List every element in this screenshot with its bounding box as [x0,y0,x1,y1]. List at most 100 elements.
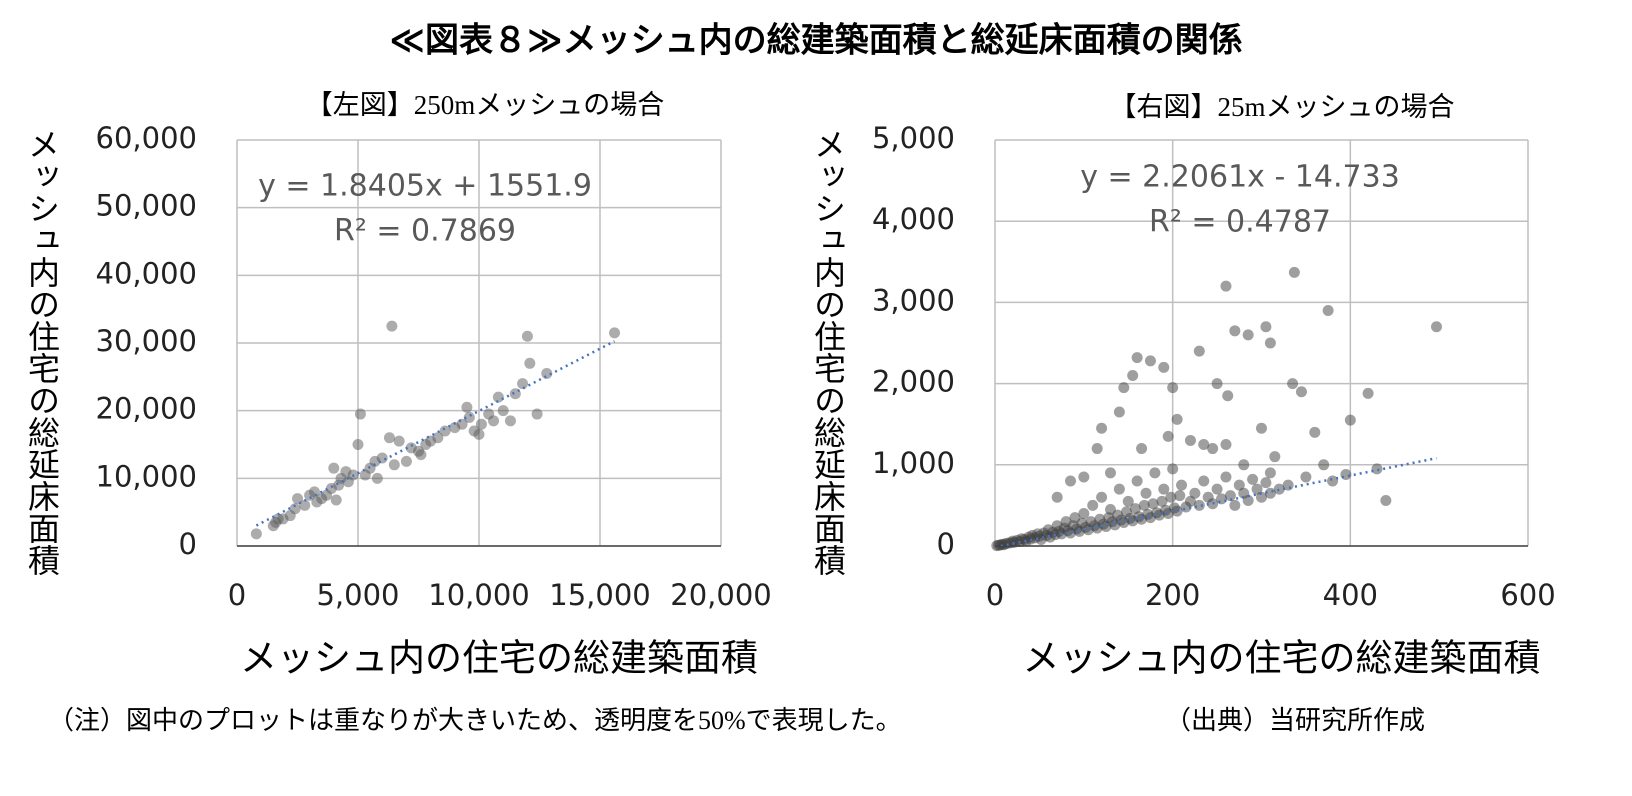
point [1273,483,1285,495]
x-tick-label: 400 [1323,578,1378,612]
point [463,411,475,423]
point [1371,463,1383,475]
point [1140,487,1152,499]
y-tick-label: 3,000 [872,283,955,317]
point [1322,305,1334,317]
point [1264,337,1276,349]
annotation: y = 2.2061x - 14.733 [1080,160,1400,195]
point [1260,321,1272,333]
point [308,486,320,498]
point [289,503,301,515]
point [1229,499,1241,511]
point [1122,495,1134,507]
point [1138,499,1150,511]
point [439,425,451,437]
point [1251,483,1263,495]
source: （出典）当研究所作成 [1165,706,1425,735]
chart-title: 【右図】25mメッシュの場合 [1109,92,1454,122]
point [1220,280,1232,292]
point [1051,491,1063,503]
point [1131,475,1143,487]
point [1158,361,1170,373]
x-tick-label: 0 [986,578,1004,612]
point [1362,387,1374,399]
y-tick-label: 5,000 [872,121,955,155]
y-tick-label: 1,000 [872,446,955,480]
point [473,428,485,440]
y-tick-label: 50,000 [96,189,197,223]
y-tick-label: 20,000 [96,392,197,426]
point [1065,475,1077,487]
point [1256,491,1267,503]
point [1344,414,1356,426]
point [1198,439,1210,450]
point [1096,422,1108,434]
point [1162,430,1174,442]
point [386,320,398,332]
point [1113,483,1125,495]
point [1096,491,1108,503]
point [1220,439,1232,450]
point [1300,471,1312,483]
point [292,493,303,505]
point [1087,499,1099,511]
point [492,391,504,403]
point [524,357,536,369]
x-tick-label: 15,000 [549,578,650,612]
point [1113,406,1125,418]
point [1242,495,1254,507]
chart: 【左図】250mメッシュの場合 0 10,000 20,000 30,000 40,000… [23,90,772,679]
trendline [255,340,616,527]
point [330,494,342,506]
point [1327,475,1339,487]
note: （注）図中のプロットは重なりが大きいため、透明度を50%で表現した。 [48,706,902,735]
point [504,415,516,427]
point [521,330,533,342]
point [1207,443,1219,455]
point [1104,467,1116,479]
point [1193,345,1205,357]
point [1224,490,1236,502]
point [328,462,340,474]
y-tick-label: 10,000 [96,459,197,493]
x-tick-label: 0 [228,578,246,612]
page-title: ≪図表８≫メッシュ内の総建築面積と総延床面積の関係 [389,21,1242,61]
point [1147,498,1159,510]
point [1158,483,1170,495]
point [488,415,500,427]
point [1136,443,1148,455]
x-tick-label: 10,000 [428,578,529,612]
point [400,455,412,467]
x-tick-label: 20,000 [670,578,771,612]
point [1118,382,1130,394]
point [1078,508,1090,520]
point [1242,329,1254,341]
point [388,459,400,471]
point [1131,352,1143,364]
point [1078,471,1090,483]
point [1184,495,1196,507]
point [1211,483,1223,495]
annotation: R² = 0.4787 [1149,205,1331,240]
annotation: y = 1.8405x + 1551.9 [258,169,592,204]
point [415,449,427,461]
y-tick-label: 30,000 [96,324,197,358]
point [1174,490,1186,502]
point [1260,477,1272,489]
point [497,405,509,417]
point [1295,386,1307,398]
point [1264,467,1276,479]
point [352,439,364,450]
point [1193,499,1205,511]
point [1156,495,1168,507]
point [1222,390,1234,402]
point [1340,469,1352,481]
point [299,499,311,511]
point [1127,369,1139,381]
point [354,408,366,420]
point [1144,355,1156,367]
point [250,528,262,540]
point [531,408,543,420]
point [1256,422,1267,434]
